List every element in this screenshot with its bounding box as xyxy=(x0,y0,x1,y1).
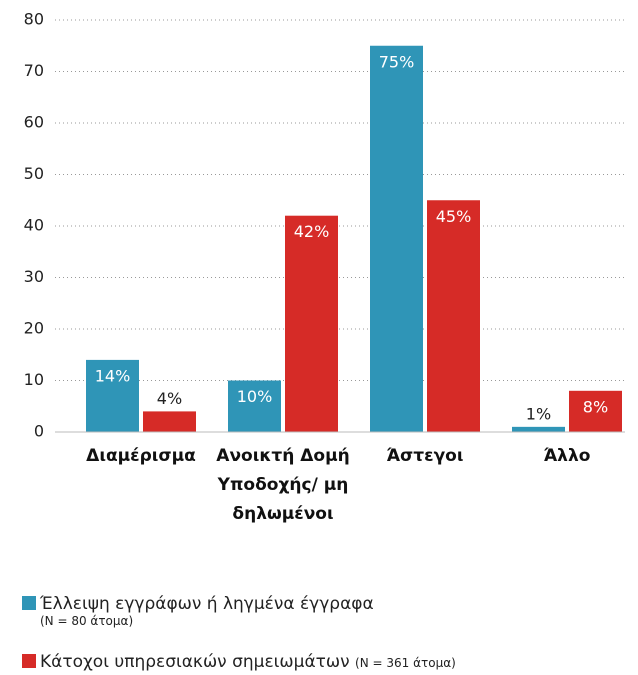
bar xyxy=(143,411,196,432)
legend-entry: Έλλειψη εγγράφων ή ληγμένα έγγραφα (N = 8… xyxy=(22,594,374,628)
y-tick-label: 30 xyxy=(24,267,44,286)
legend-label: Κάτοχοι υπηρεσιακών σημειωμάτων xyxy=(40,652,350,672)
y-tick-label: 50 xyxy=(24,164,44,183)
value-label: 14% xyxy=(95,366,131,385)
legend-note: (N = 80 άτομα) xyxy=(40,614,134,628)
x-tick-label: Ανοικτή Δομή Υποδοχής/ μη δηλωμένοι xyxy=(213,442,353,529)
bar xyxy=(569,390,622,432)
legend-swatch xyxy=(22,596,36,610)
value-label: 42% xyxy=(294,222,330,241)
value-label: 45% xyxy=(436,207,472,226)
bar xyxy=(228,380,281,432)
bar xyxy=(86,359,139,432)
x-tick-text: Ανοικτή Δομή Υποδοχής/ μη δηλωμένοι xyxy=(216,446,350,524)
x-tick-label: Διαμέρισμα xyxy=(71,442,211,471)
x-tick-label: Άστεγοι xyxy=(355,442,495,471)
value-label: 10% xyxy=(237,387,273,406)
bar xyxy=(427,200,480,432)
bar xyxy=(512,426,565,432)
value-label: 4% xyxy=(157,389,182,408)
legend-note: (N = 361 άτομα) xyxy=(355,656,456,670)
bar xyxy=(285,215,338,432)
value-label: 75% xyxy=(379,52,415,71)
y-tick-label: 60 xyxy=(24,113,44,132)
x-tick-text: Άστεγοι xyxy=(386,446,464,466)
legend-label: Έλλειψη εγγράφων ή ληγμένα έγγραφα xyxy=(40,594,374,614)
x-tick-text: Άλλο xyxy=(543,446,591,466)
legend-swatch xyxy=(22,654,36,668)
value-label: 8% xyxy=(583,397,608,416)
value-label: 1% xyxy=(526,404,551,423)
y-tick-label: 40 xyxy=(24,216,44,235)
y-tick-label: 20 xyxy=(24,319,44,338)
legend-entry: Κάτοχοι υπηρεσιακών σημειωμάτων (N = 361… xyxy=(22,652,456,672)
y-tick-label: 0 xyxy=(34,422,44,441)
y-tick-label: 10 xyxy=(24,370,44,389)
x-tick-text: Διαμέρισμα xyxy=(86,446,196,466)
y-tick-label: 80 xyxy=(24,10,44,29)
y-tick-label: 70 xyxy=(24,61,44,80)
x-tick-label: Άλλο xyxy=(497,442,637,471)
bar xyxy=(370,45,423,432)
